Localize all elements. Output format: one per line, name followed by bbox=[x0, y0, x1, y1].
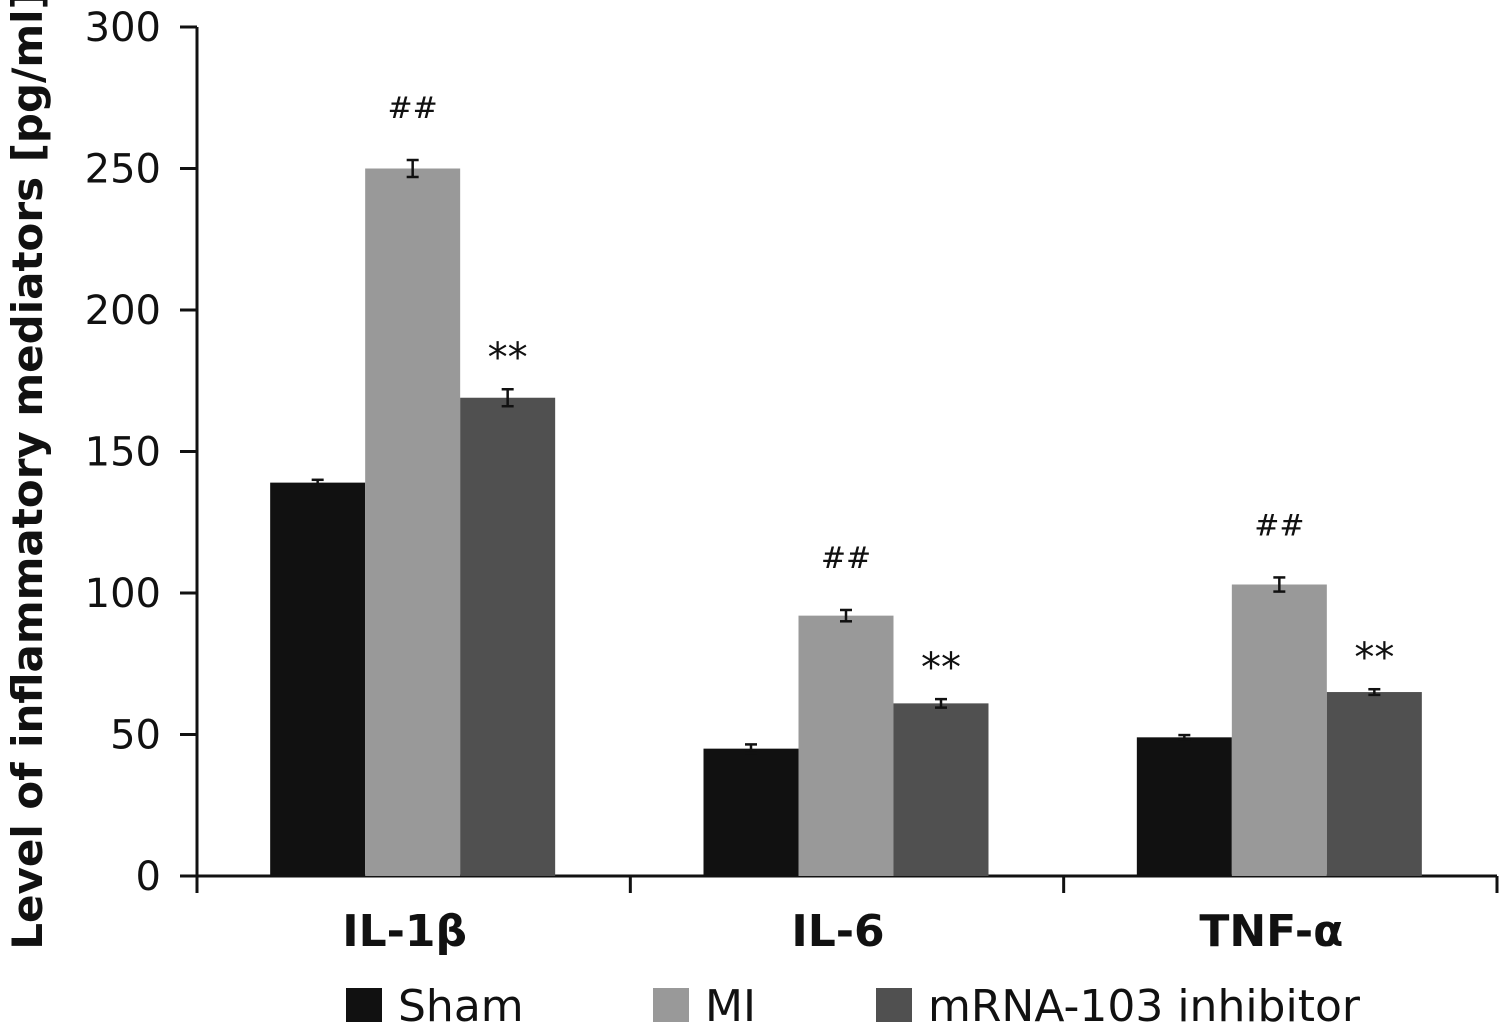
bar bbox=[460, 397, 556, 876]
bar bbox=[1231, 584, 1327, 876]
y-tick-label: 150 bbox=[85, 430, 161, 476]
legend-swatch bbox=[653, 988, 689, 1022]
legend: Sham MI mRNA-103 inhibitor bbox=[346, 981, 1361, 1023]
annotations: ## ** ## ** ## ** bbox=[388, 91, 1395, 691]
axes: 0 50 100 150 200 250 300 IL-1β IL-6 TNF-α bbox=[85, 5, 1499, 957]
significance-annotation: ** bbox=[1354, 635, 1394, 681]
legend-label: MI bbox=[705, 981, 756, 1023]
x-tick-label: IL-6 bbox=[791, 906, 884, 957]
bar bbox=[893, 703, 989, 876]
bar bbox=[1326, 692, 1422, 876]
x-tick-label: IL-1β bbox=[342, 906, 467, 957]
y-tick-label: 50 bbox=[110, 713, 161, 759]
y-tick-label: 200 bbox=[85, 288, 161, 334]
bar bbox=[1136, 737, 1232, 876]
significance-annotation: ** bbox=[488, 335, 528, 381]
bar bbox=[703, 748, 799, 876]
y-tick-label: 300 bbox=[85, 5, 161, 51]
significance-annotation: ## bbox=[1254, 508, 1304, 543]
legend-swatch bbox=[346, 988, 382, 1022]
significance-annotation: ** bbox=[921, 645, 961, 691]
legend-label: Sham bbox=[398, 981, 524, 1023]
y-tick-label: 100 bbox=[85, 571, 161, 617]
bars bbox=[270, 158, 1422, 876]
y-axis-label: Level of inflammatory mediators [pg/ml] bbox=[3, 0, 52, 950]
x-tick-label: TNF-α bbox=[1199, 906, 1343, 957]
y-tick-label: 0 bbox=[136, 854, 161, 900]
significance-annotation: ## bbox=[821, 541, 871, 576]
bar bbox=[798, 615, 894, 876]
significance-annotation: ## bbox=[388, 91, 438, 126]
bar bbox=[270, 482, 366, 876]
legend-label: mRNA-103 inhibitor bbox=[928, 981, 1361, 1023]
y-tick-label: 250 bbox=[85, 147, 161, 193]
bar bbox=[365, 168, 461, 876]
legend-swatch bbox=[876, 988, 912, 1022]
